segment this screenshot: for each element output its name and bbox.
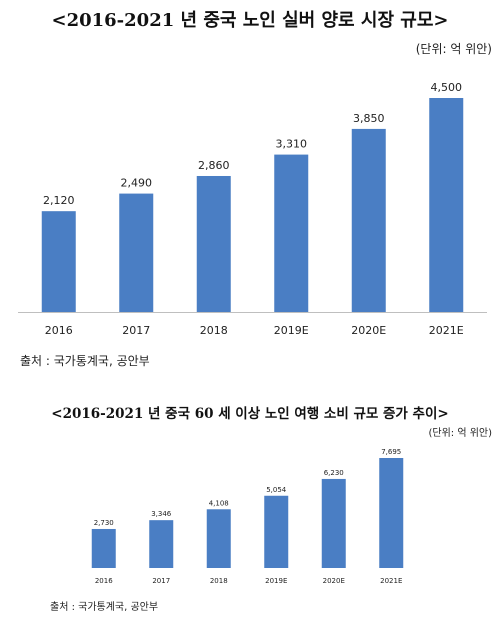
chart1-bar-2019E — [274, 154, 309, 312]
chart1-bar-2020E — [351, 128, 386, 312]
chart2-x-tick-label: 2021E — [380, 577, 402, 585]
chart1-bar-2021E — [429, 98, 464, 312]
chart2-value-label: 6,230 — [324, 469, 344, 477]
chart2-value-label: 2,730 — [94, 519, 114, 527]
chart1-x-tick-label: 2018 — [200, 324, 228, 337]
chart2-x-tick-label: 2017 — [152, 577, 170, 585]
chart1-x-tick-label: 2016 — [45, 324, 73, 337]
chart1-title: <2016-2021 년 중국 노인 실버 양로 시장 규모> — [51, 10, 449, 31]
chart2-x-tick-label: 2020E — [323, 577, 345, 585]
chart2-x-tick-label: 2016 — [95, 577, 113, 585]
chart1-x-tick-label: 2021E — [429, 324, 464, 337]
chart1-x-tick-label: 2019E — [274, 324, 309, 337]
chart2-bar-2018 — [206, 509, 231, 568]
chart1-bar-2016 — [41, 211, 76, 312]
chart2-bar-2017 — [149, 520, 174, 568]
chart1-source: 출처 : 국가통계국, 공안부 — [20, 354, 150, 368]
chart2-bar-2021E — [379, 458, 404, 568]
chart1-x-tick-label: 2020E — [351, 324, 386, 337]
chart2-value-label: 3,346 — [151, 510, 172, 518]
chart1-value-label: 3,850 — [353, 112, 385, 125]
chart2-source: 출처 : 국가통계국, 공안부 — [50, 602, 159, 613]
chart1-value-label: 3,310 — [276, 138, 308, 151]
chart2-unit: (단위: 억 위안) — [428, 428, 492, 439]
chart1-unit: (단위: 억 위안) — [415, 42, 492, 56]
chart1-plot: 2,120 2016 2,490 2017 2,860 2018 3,310 2019E 3,8… — [18, 81, 487, 337]
chart2-value-label: 5,054 — [266, 486, 287, 494]
chart1-value-label: 4,500 — [431, 81, 463, 94]
chart1-x-tick-label: 2017 — [122, 324, 150, 337]
chart2-value-label: 4,108 — [209, 499, 229, 507]
chart1-value-label: 2,490 — [121, 177, 153, 190]
chart2-plot: 2,730 2016 3,346 2017 4,108 2018 5,054 2019E 6,2… — [91, 448, 404, 585]
chart1-value-label: 2,120 — [43, 194, 75, 207]
chart1-bar-2017 — [119, 193, 154, 312]
chart2-x-tick-label: 2018 — [210, 577, 228, 585]
chart2-bar-2020E — [321, 478, 346, 568]
chart1-bar-2018 — [196, 175, 231, 312]
chart2-bar-2016 — [91, 528, 116, 568]
chart2-bar-2019E — [264, 495, 289, 568]
chart1-value-label: 2,860 — [198, 159, 230, 172]
chart2-title: <2016-2021 년 중국 60 세 이상 노인 여행 소비 규모 증가 추… — [51, 406, 449, 422]
chart2-value-label: 7,695 — [381, 448, 401, 456]
chart2-x-tick-label: 2019E — [265, 577, 287, 585]
